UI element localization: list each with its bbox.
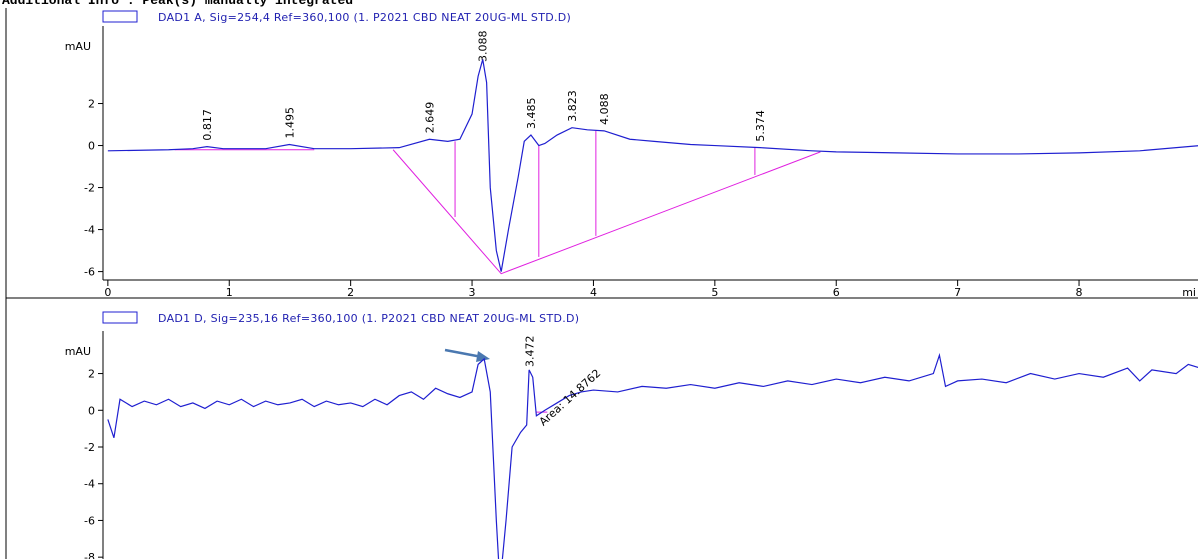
peak-label: 5.374 (754, 110, 767, 142)
legend-swatch (102, 311, 138, 324)
x-tick-label: 3 (469, 286, 476, 299)
y-unit: mAU (65, 345, 91, 358)
peak-label: 4.088 (598, 93, 611, 125)
peak-label: 1.495 (283, 107, 296, 139)
integration-line (392, 149, 821, 275)
x-tick-label: 2 (347, 286, 354, 299)
y-tick-label: 2 (88, 98, 95, 111)
y-tick-label: -6 (84, 266, 95, 279)
legend-label: DAD1 A, Sig=254,4 Ref=360,100 (1. P2021 … (158, 11, 571, 24)
y-tick-label: 0 (88, 140, 95, 153)
plot-area (107, 352, 1198, 559)
arrow (444, 348, 483, 359)
peak-label: 0.817 (201, 109, 214, 141)
header: Additional Info : Peak(s) manually integ… (2, 0, 353, 8)
arrow-head (476, 351, 490, 362)
legend-swatch (102, 10, 138, 23)
trace (107, 352, 1198, 559)
x-tick-label: 8 (1076, 286, 1083, 299)
y-tick-label: 2 (88, 368, 95, 381)
peak-label: 2.649 (423, 102, 436, 134)
x-tick-label: 0 (104, 286, 111, 299)
x-unit: mi (1182, 286, 1196, 299)
y-tick-label: -2 (84, 182, 95, 195)
x-tick-label: 5 (711, 286, 718, 299)
x-tick-label: 1 (226, 286, 233, 299)
y-tick-label: -6 (84, 514, 95, 527)
y-unit: mAU (65, 40, 91, 53)
y-tick-label: -4 (84, 224, 95, 237)
peak-label: 3.823 (566, 90, 579, 122)
area-label: Area: 14.8762 (537, 367, 604, 429)
x-tick-label: 7 (954, 286, 961, 299)
x-tick-label: 6 (833, 286, 840, 299)
x-tick-label: 4 (590, 286, 597, 299)
y-tick-label: -4 (84, 478, 95, 491)
plot-area (107, 59, 1198, 275)
y-tick-label: -2 (84, 441, 95, 454)
y-tick-label: 0 (88, 404, 95, 417)
trace (107, 59, 1198, 272)
legend-label: DAD1 D, Sig=235,16 Ref=360,100 (1. P2021… (158, 312, 579, 325)
peak-label: 3.472 (523, 336, 536, 368)
peak-label: 3.485 (525, 98, 538, 130)
peak-label: 3.088 (477, 31, 490, 63)
y-tick-label: -8 (84, 551, 95, 559)
